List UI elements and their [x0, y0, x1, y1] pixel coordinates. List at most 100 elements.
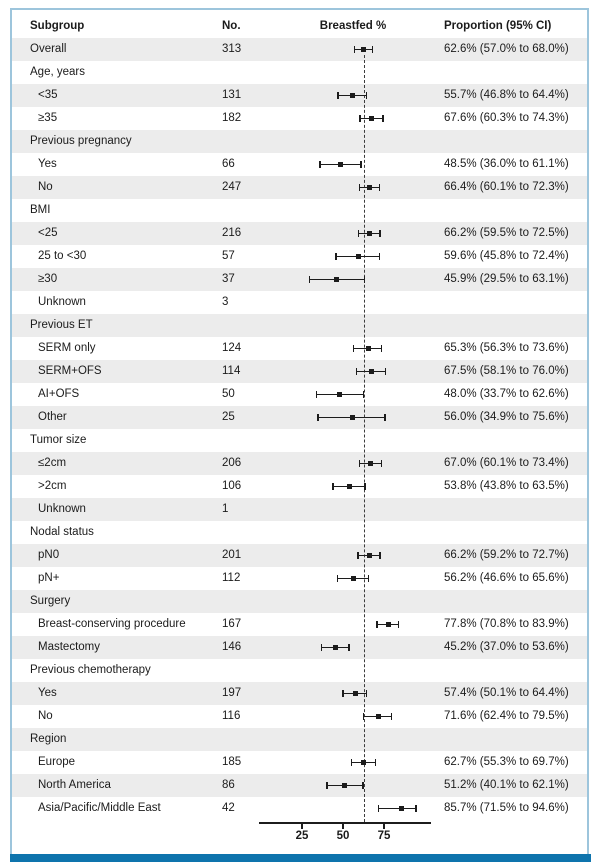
n-value: 50	[222, 388, 235, 400]
forest-plot-rows: Overall 313 62.6% (57.0% to 68.0%) Age, yea…	[12, 38, 587, 820]
proportion-ci-text: 56.0% (34.9% to 75.6%)	[444, 411, 569, 423]
n-value: 3	[222, 296, 229, 308]
x-axis-tick-label: 50	[336, 830, 350, 842]
n-value: 42	[222, 802, 235, 814]
ci-cap	[335, 253, 337, 260]
ci-marker	[261, 222, 425, 245]
subgroup-label: pN+	[38, 572, 60, 584]
ci-marker	[261, 567, 425, 590]
ci-marker	[261, 682, 425, 705]
proportion-ci-text: 48.0% (33.7% to 62.6%)	[444, 388, 569, 400]
point-estimate-square	[338, 162, 344, 167]
point-estimate-square	[399, 806, 405, 811]
subgroup-label: ≥35	[38, 112, 58, 124]
ci-cap	[364, 483, 366, 490]
table-row: SERM only 124 65.3% (56.3% to 73.6%)	[12, 337, 587, 360]
table-row: ≥35 182 67.6% (60.3% to 74.3%)	[12, 107, 587, 130]
subgroup-label: Unknown	[38, 503, 86, 515]
proportion-ci-text: 67.6% (60.3% to 74.3%)	[444, 112, 569, 124]
ci-whisker	[378, 807, 417, 809]
ci-cap	[380, 345, 383, 352]
table-row: North America 86 51.2% (40.1% to 62.1%)	[12, 774, 587, 797]
subgroup-label: No	[38, 710, 53, 722]
table-row: Breast-conserving procedure 167 77.8% (70.…	[12, 613, 587, 636]
n-value: 112	[222, 572, 241, 584]
table-row: Overall 313 62.6% (57.0% to 68.0%)	[12, 38, 587, 61]
ci-cap	[350, 759, 353, 766]
ci-cap	[337, 92, 339, 99]
ci-cap	[332, 483, 334, 490]
table-row: AI+OFS 50 48.0% (33.7% to 62.6%)	[12, 383, 587, 406]
table-row: Mastectomy 146 45.2% (37.0% to 53.6%)	[12, 636, 587, 659]
subgroup-label: Yes	[38, 687, 57, 699]
point-estimate-square	[352, 691, 358, 696]
point-estimate-square	[346, 484, 352, 489]
point-estimate-square	[356, 254, 362, 259]
proportion-ci-text: 45.2% (37.0% to 53.6%)	[444, 641, 569, 653]
table-row: Asia/Pacific/Middle East 42 85.7% (71.5% t…	[12, 797, 587, 820]
subgroup-label: No	[38, 181, 53, 193]
subgroup-label: ≥30	[38, 273, 58, 285]
column-header-no: No.	[222, 20, 241, 32]
ci-marker	[261, 176, 425, 199]
proportion-ci-text: 59.6% (45.8% to 72.4%)	[444, 250, 569, 262]
ci-cap	[376, 621, 378, 628]
ci-cap	[357, 230, 360, 237]
point-estimate-square	[333, 277, 339, 282]
point-estimate-square	[350, 415, 356, 420]
ci-cap	[378, 253, 381, 260]
x-axis-tick	[342, 822, 344, 829]
subgroup-label: <35	[38, 89, 58, 101]
x-axis-line	[259, 822, 431, 824]
ci-cap	[326, 782, 328, 789]
ci-cap	[357, 552, 359, 559]
proportion-ci-text: 71.6% (62.4% to 79.5%)	[444, 710, 569, 722]
ci-cap	[365, 92, 368, 99]
x-axis: 25 50 75	[259, 820, 431, 854]
section-label: Region	[30, 733, 67, 745]
n-value: 247	[222, 181, 242, 193]
subgroup-label: <25	[38, 227, 58, 239]
proportion-ci-text: 53.8% (43.8% to 63.5%)	[444, 480, 569, 492]
n-value: 114	[222, 365, 241, 377]
ci-cap	[377, 805, 379, 812]
ci-cap	[367, 575, 370, 582]
proportion-ci-text: 62.6% (57.0% to 68.0%)	[444, 43, 569, 55]
forest-plot-frame: Subgroup No. Breastfed % Proportion (95%…	[10, 8, 589, 854]
section-label: Previous chemotherapy	[30, 664, 151, 676]
proportion-ci-text: 66.2% (59.2% to 72.7%)	[444, 549, 569, 561]
ci-marker	[261, 751, 425, 774]
ci-cap	[359, 115, 361, 122]
x-axis-tick	[383, 822, 385, 829]
n-value: 116	[222, 710, 241, 722]
proportion-ci-text: 85.7% (71.5% to 94.6%)	[444, 802, 569, 814]
ci-cap	[358, 184, 361, 191]
n-value: 216	[222, 227, 242, 239]
subgroup-label: Breast-conserving procedure	[38, 618, 186, 630]
section-row: Previous ET	[12, 314, 587, 337]
ci-cap	[374, 759, 377, 766]
proportion-ci-text: 57.4% (50.1% to 64.4%)	[444, 687, 569, 699]
ci-cap	[362, 782, 364, 789]
proportion-ci-text: 62.7% (55.3% to 69.7%)	[444, 756, 569, 768]
subgroup-label: 25 to <30	[38, 250, 87, 262]
ci-marker	[261, 360, 425, 383]
ci-cap	[358, 460, 361, 467]
section-row: Nodal status	[12, 521, 587, 544]
table-row: pN+ 112 56.2% (46.6% to 65.6%)	[12, 567, 587, 590]
ci-cap	[362, 713, 365, 720]
proportion-ci-text: 56.2% (46.6% to 65.6%)	[444, 572, 569, 584]
table-row: Europe 185 62.7% (55.3% to 69.7%)	[12, 751, 587, 774]
subgroup-label: Europe	[38, 756, 76, 768]
table-row: >2cm 106 53.8% (43.8% to 63.5%)	[12, 475, 587, 498]
section-label: Previous ET	[30, 319, 93, 331]
point-estimate-square	[349, 93, 355, 98]
section-label: BMI	[30, 204, 51, 216]
proportion-ci-text: 55.7% (46.8% to 64.4%)	[444, 89, 569, 101]
n-value: 25	[222, 411, 235, 423]
table-row: pN0 201 66.2% (59.2% to 72.7%)	[12, 544, 587, 567]
point-estimate-square	[361, 47, 367, 52]
ci-cap	[319, 161, 321, 168]
point-estimate-square	[332, 645, 338, 650]
n-value: 197	[222, 687, 242, 699]
